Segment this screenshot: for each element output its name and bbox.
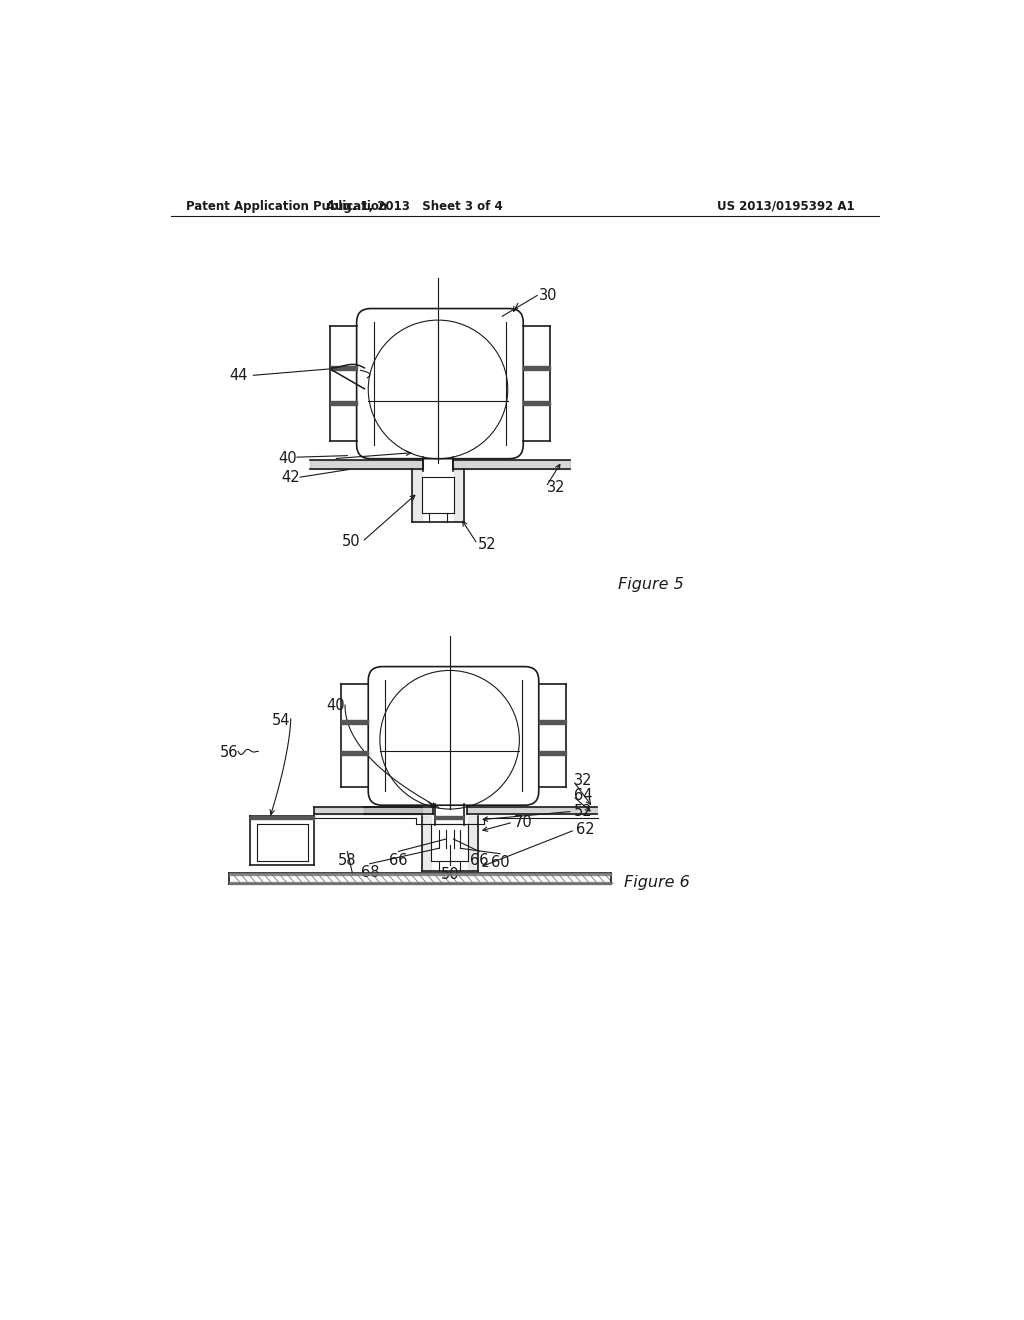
Text: 54: 54 xyxy=(272,713,291,729)
Text: 52: 52 xyxy=(573,804,592,818)
Text: Figure 6: Figure 6 xyxy=(624,875,690,890)
Text: 62: 62 xyxy=(575,822,595,837)
Text: 40: 40 xyxy=(279,451,297,466)
Text: Aug. 1, 2013   Sheet 3 of 4: Aug. 1, 2013 Sheet 3 of 4 xyxy=(327,199,503,213)
Text: 30: 30 xyxy=(539,288,557,304)
Text: 50: 50 xyxy=(342,535,360,549)
Text: Patent Application Publication: Patent Application Publication xyxy=(186,199,387,213)
Text: 64: 64 xyxy=(573,788,592,804)
Text: 40: 40 xyxy=(327,697,345,713)
Text: 32: 32 xyxy=(573,774,592,788)
Text: 56: 56 xyxy=(219,746,238,760)
Text: 70: 70 xyxy=(514,814,532,830)
Text: 44: 44 xyxy=(229,368,248,383)
Text: 58: 58 xyxy=(338,853,356,869)
Text: 50: 50 xyxy=(440,867,459,882)
Text: 42: 42 xyxy=(282,470,300,486)
Text: 32: 32 xyxy=(547,480,565,495)
Text: US 2013/0195392 A1: US 2013/0195392 A1 xyxy=(717,199,855,213)
Text: 52: 52 xyxy=(478,537,497,553)
Text: 60: 60 xyxy=(490,855,509,870)
Text: 68: 68 xyxy=(360,866,379,880)
Text: 66: 66 xyxy=(470,853,488,869)
Text: Figure 5: Figure 5 xyxy=(617,577,684,591)
Text: 66: 66 xyxy=(389,853,408,869)
